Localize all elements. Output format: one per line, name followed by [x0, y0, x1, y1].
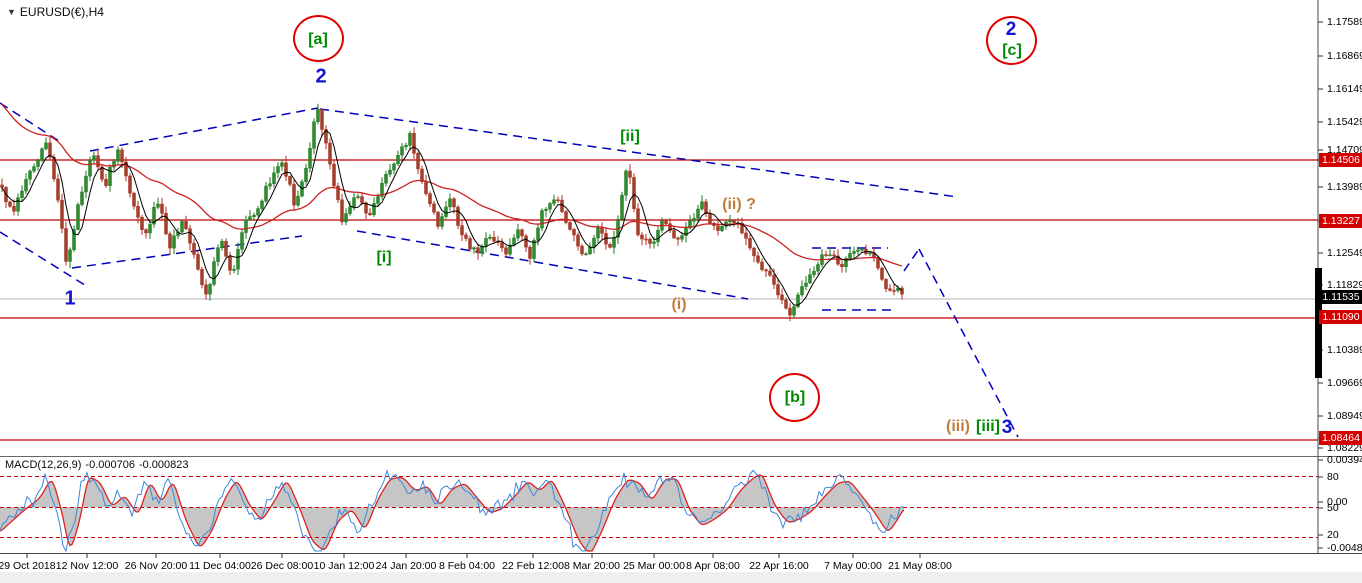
time-tick-label: 8 Mar 20:00 [563, 560, 621, 572]
price-tick-label: 1.17589 [1327, 16, 1362, 28]
wave-label-iii-minor[interactable]: (iii) [946, 418, 970, 435]
time-tick-label: 11 Dec 04:00 [189, 560, 251, 572]
time-tick-label: 22 Apr 16:00 [749, 560, 809, 572]
macd-histogram-area [0, 474, 905, 551]
wave-label-3[interactable]: 3 [1001, 417, 1013, 438]
wave-circle-b[interactable] [769, 373, 820, 422]
time-tick-label: 21 May 08:00 [888, 560, 952, 572]
price-tick-label: 1.08949 [1327, 410, 1362, 422]
time-tick-label: 8 Feb 04:00 [438, 560, 496, 572]
macd-indicator-label: MACD(12,26,9) -0.000706 -0.000823 [5, 459, 193, 471]
price-tick-label: 1.15429 [1327, 116, 1362, 128]
wave-label-ii-question[interactable]: (ii) ? [722, 196, 756, 213]
trendline-channel-rise-upper [89, 107, 319, 152]
macd-tick-label: 20 [1327, 529, 1339, 541]
macd-signal-line [0, 474, 905, 552]
wave-label-ii-minute[interactable]: [ii] [620, 128, 640, 145]
ma-slow-line [1, 103, 903, 267]
ma-fast-line [1, 129, 903, 306]
macd-name: MACD(12,26,9) [5, 459, 82, 471]
trendline-projection-down [918, 248, 1019, 438]
time-tick-label: 8 Apr 08:00 [686, 560, 740, 572]
trendline-projection-up [903, 248, 920, 272]
time-tick-label: 26 Dec 08:00 [250, 560, 314, 572]
macd-tick-label: 0.00 [1327, 496, 1348, 508]
wave-label-i-minor[interactable]: (i) [671, 296, 687, 313]
level-price-tag: 1.11090 [1319, 310, 1362, 324]
wave-circle-a[interactable] [293, 15, 344, 62]
time-tick-label: 12 Nov 12:00 [55, 560, 119, 572]
macd-tick-label: 80 [1327, 471, 1339, 483]
price-axis-range-bar [1315, 268, 1322, 378]
price-tick-label: 1.08229 [1327, 442, 1362, 454]
current-price-tag: 1.11535 [1319, 290, 1362, 304]
price-tick-label: 1.09669 [1327, 377, 1362, 389]
triangle-down-icon: ▼ [7, 7, 16, 17]
trendline-channel-rise-lower [71, 235, 303, 269]
chart-title: EURUSD(€),H4 [19, 5, 104, 19]
macd-main-line [0, 469, 904, 553]
macd-value-main: -0.000706 [85, 459, 135, 471]
macd-tick-label: 0.003948 [1327, 454, 1362, 466]
time-tick-label: 7 May 00:00 [824, 560, 882, 572]
time-tick-label: 25 Mar 00:00 [623, 560, 685, 572]
price-tick-label: 1.16149 [1327, 83, 1362, 95]
symbol-dropdown[interactable]: ▼ EURUSD(€),H4 [7, 5, 104, 19]
time-tick-label: 29 Oct 2018 [0, 560, 56, 572]
level-price-tag: 1.08464 [1319, 431, 1362, 445]
trendline-channel-left-fall-lower [0, 231, 89, 288]
time-tick-label: 10 Jan 12:00 [313, 560, 375, 572]
time-tick-label: 22 Feb 12:00 [502, 560, 564, 572]
price-tick-label: 1.11829 [1327, 279, 1362, 291]
wave-circle-c[interactable] [986, 16, 1037, 65]
time-tick-label: 24 Jan 20:00 [375, 560, 437, 572]
price-tick-label: 1.13989 [1327, 181, 1362, 193]
trendline-channel-fall-upper [319, 108, 959, 198]
wave-label-1[interactable]: 1 [64, 287, 76, 310]
bottom-strip [0, 572, 1362, 583]
price-tick-label: 1.16869 [1327, 50, 1362, 62]
trendline-channel-left-fall-upper [0, 102, 63, 144]
time-tick-label: 26 Nov 20:00 [124, 560, 188, 572]
wave-label-iii-minute[interactable]: [iii] [976, 418, 1000, 435]
macd-value-signal: -0.000823 [138, 459, 189, 471]
price-tick-label: 1.12549 [1327, 247, 1362, 259]
wave-label-i-minute[interactable]: [i] [376, 249, 392, 266]
wave-label-2-top[interactable]: 2 [315, 65, 327, 88]
macd-tick-label: -0.004889 [1327, 542, 1362, 554]
level-price-tag: 1.14506 [1319, 153, 1362, 167]
macd-tick-label: 50 [1327, 502, 1339, 514]
price-tick-label: 1.10389 [1327, 344, 1362, 356]
level-price-tag: 1.13227 [1319, 214, 1362, 228]
trendline-channel-fall-lower [356, 230, 749, 300]
